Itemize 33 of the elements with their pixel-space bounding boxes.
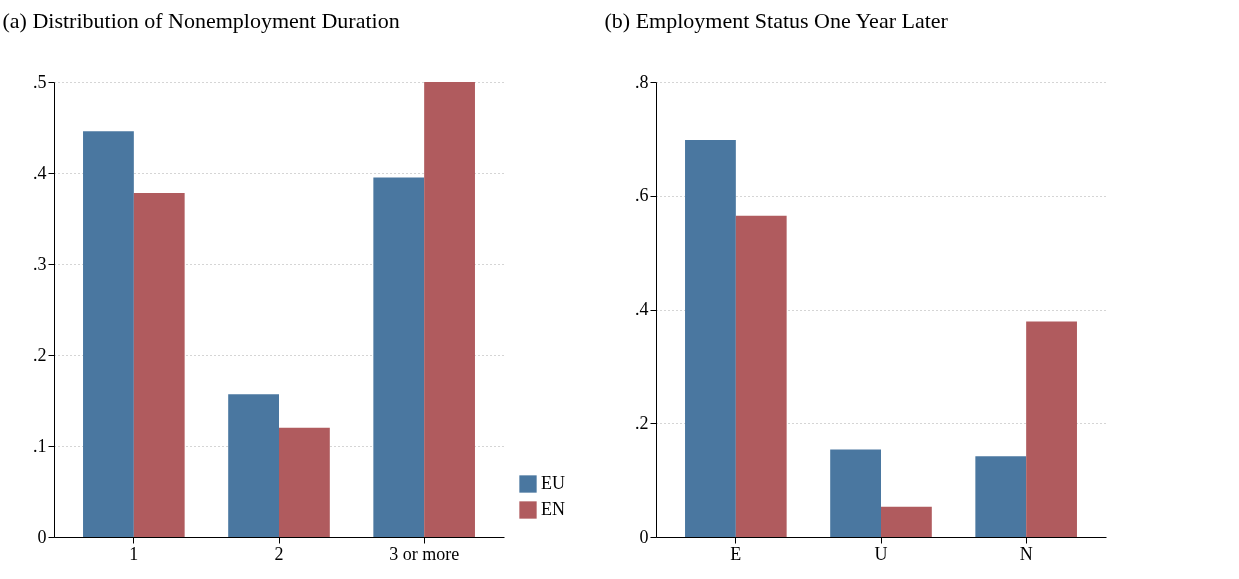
y-tick-label: .2 (33, 344, 47, 365)
y-tick-label: .3 (33, 253, 47, 274)
bar (424, 82, 475, 537)
x-tick-label: N (1019, 543, 1033, 564)
bar (373, 177, 425, 537)
y-tick-label: .4 (635, 299, 649, 319)
bar (830, 449, 881, 537)
x-tick-label: 2 (274, 543, 284, 564)
y-tick-label: .2 (635, 412, 649, 433)
bar (228, 394, 279, 537)
bar (685, 140, 736, 537)
x-tick-label: 1 (129, 543, 139, 564)
bar (279, 427, 330, 537)
y-tick-label: .6 (635, 185, 649, 206)
legend-label: EN (541, 499, 565, 519)
y-tick-label: .8 (635, 71, 649, 92)
bar (975, 456, 1027, 537)
x-tick-label: E (730, 543, 742, 564)
y-tick-label: .1 (33, 435, 47, 456)
bar (1026, 321, 1077, 537)
x-tick-label: U (874, 543, 888, 564)
bar (735, 215, 787, 537)
chart-title: (b) Employment Status One Year Later (604, 8, 949, 33)
y-tick-label: 0 (639, 526, 649, 547)
y-tick-label: 0 (37, 526, 47, 547)
y-tick-label: .4 (33, 162, 47, 183)
chart-title: (a) Distribution of Nonemployment Duration (2, 8, 400, 33)
bar (881, 506, 932, 537)
bar (133, 193, 185, 537)
x-tick-label: 3 or more (389, 543, 460, 564)
y-tick-label: .5 (33, 71, 47, 92)
legend-label: EU (541, 473, 565, 493)
bar (83, 131, 134, 537)
